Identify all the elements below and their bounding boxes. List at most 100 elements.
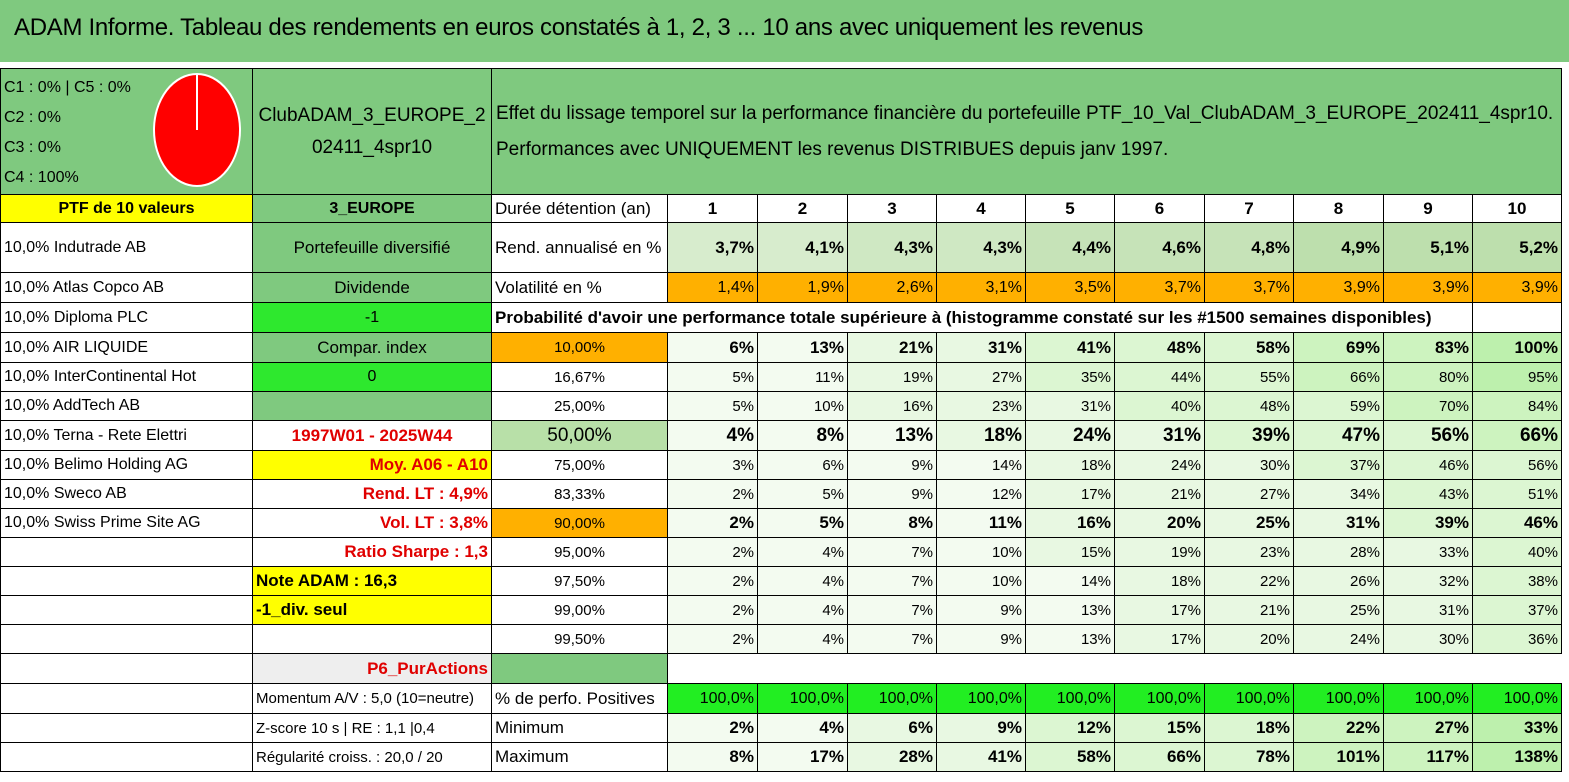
proba-cell: 95% [1472, 362, 1562, 392]
proba-cell: 4% [757, 595, 848, 625]
table-row: 99,50% 2% 4% 7% 9% 13% 17% 20% 24% 30% 36% [0, 624, 1562, 654]
proba-cell: 37% [1472, 595, 1562, 625]
rend-cell: 4,1% [757, 222, 848, 273]
proba-cell: 7% [847, 624, 937, 654]
proba-cell: 6% [667, 332, 758, 363]
proba-cell: 69% [1293, 332, 1384, 363]
proba-cell: 4% [757, 537, 848, 567]
proba-cell: 41% [1025, 332, 1115, 363]
proba-cell: 30% [1204, 450, 1294, 480]
table-row: 10,0% Atlas Copco AB Dividende Volatilité … [0, 272, 1562, 303]
year-header: 5 [1025, 194, 1115, 223]
rend-cell: 4,3% [936, 222, 1026, 273]
table-row: Note ADAM : 16,3 97,50% 2% 4% 7% 10% 14% 18% 22%… [0, 566, 1562, 596]
proba-cell: 4% [757, 566, 848, 596]
proba-cell: 19% [1114, 537, 1205, 567]
proba-cell: 66% [1293, 362, 1384, 392]
proba-cell: 40% [1472, 537, 1562, 567]
proba-cell: 16% [1025, 508, 1115, 538]
proba-cell: 23% [1204, 537, 1294, 567]
proba-cell: 12% [936, 479, 1026, 509]
proba-cell: 66% [1472, 420, 1562, 451]
info-diversified: Portefeuille diversifié [252, 222, 492, 273]
pie-line: C2 : 0% [4, 109, 61, 126]
proba-cell: 11% [757, 362, 848, 392]
positives-cell: 100,0% [757, 683, 848, 714]
table-row: 10,0% Diploma PLC -1 Probabilité d'avoir u… [0, 302, 1562, 333]
table-row: Régularité croiss. : 20,0 / 20 Maximum 8% 1… [0, 742, 1562, 772]
proba-cell: 27% [936, 362, 1026, 392]
proba-cell: 80% [1383, 362, 1473, 392]
proba-cell: 14% [1025, 566, 1115, 596]
max-cell: 41% [936, 742, 1026, 772]
pie-line: C4 : 100% [4, 169, 79, 186]
empty-cell [0, 683, 253, 714]
min-cell: 2% [667, 713, 758, 743]
probability-threshold: 90,00% [491, 508, 668, 538]
proba-cell: 10% [936, 537, 1026, 567]
year-header: 4 [936, 194, 1026, 223]
positives-cell: 100,0% [847, 683, 937, 714]
positives-label: % de perfo. Positives [491, 683, 668, 714]
proba-cell: 2% [667, 508, 758, 538]
year-header: 1 [667, 194, 758, 223]
portfolio-name: ClubADAM_3_EUROPE_202411_4spr10 [252, 68, 492, 195]
empty-cell [0, 653, 253, 684]
report-table: C1 : 0% | C5 : 0% C2 : 0% C3 : 0% C4 : 1… [0, 68, 1562, 772]
proba-cell: 39% [1204, 420, 1294, 451]
proba-cell: 33% [1383, 537, 1473, 567]
table-row: -1_div. seul 99,00% 2% 4% 7% 9% 13% 17% 21% 25% 31… [0, 595, 1562, 625]
min-label: Minimum [491, 713, 668, 743]
vol-cell: 3,5% [1025, 272, 1115, 303]
empty-cell [491, 653, 668, 684]
holding-label: 10,0% Sweco AB [0, 479, 253, 509]
proba-cell: 56% [1383, 420, 1473, 451]
empty-cell [1472, 302, 1562, 333]
proba-cell: 21% [1204, 595, 1294, 625]
year-header: 2 [757, 194, 848, 223]
table-row: 10,0% Terna - Rete Elettri 1997W01 - 2025… [0, 420, 1562, 451]
vol-cell: 3,7% [1114, 272, 1205, 303]
proba-cell: 32% [1383, 566, 1473, 596]
proba-cell: 5% [757, 508, 848, 538]
proba-cell: 16% [847, 391, 937, 421]
positives-cell: 100,0% [1383, 683, 1473, 714]
max-cell: 117% [1383, 742, 1473, 772]
ptf-label: PTF de 10 valeurs [0, 194, 253, 223]
info-p6: P6_PurActions [252, 653, 492, 684]
table-row: 10,0% Indutrade AB Portefeuille diversifi… [0, 222, 1562, 273]
dividend-value: -1 [252, 302, 492, 333]
rend-cell: 4,3% [847, 222, 937, 273]
proba-cell: 23% [936, 391, 1026, 421]
vol-cell: 2,6% [847, 272, 937, 303]
proba-cell: 9% [847, 479, 937, 509]
rend-cell: 3,7% [667, 222, 758, 273]
proba-cell: 44% [1114, 362, 1205, 392]
empty-cell [0, 537, 253, 567]
max-cell: 17% [757, 742, 848, 772]
proba-cell: 38% [1472, 566, 1562, 596]
empty-cell [0, 595, 253, 625]
table-row: 10,0% AIR LIQUIDE Compar. index 10,00% 6% 13… [0, 332, 1562, 363]
proba-cell: 2% [667, 479, 758, 509]
table-row: 10,0% Belimo Holding AG Moy. A06 - A10 75,… [0, 450, 1562, 480]
probability-threshold: 50,00% [491, 420, 668, 451]
proba-cell: 8% [757, 420, 848, 451]
pie-line: C3 : 0% [4, 139, 61, 156]
vol-label: Volatilité en % [491, 272, 668, 303]
min-cell: 27% [1383, 713, 1473, 743]
proba-cell: 10% [757, 391, 848, 421]
zone-label: 3_EUROPE [252, 194, 492, 223]
proba-cell: 25% [1204, 508, 1294, 538]
proba-cell: 18% [1025, 450, 1115, 480]
probability-threshold: 75,00% [491, 450, 668, 480]
proba-cell: 58% [1204, 332, 1294, 363]
probability-threshold: 83,33% [491, 479, 668, 509]
min-cell: 22% [1293, 713, 1384, 743]
proba-cell: 21% [847, 332, 937, 363]
info-momentum: Momentum A/V : 5,0 (10=neutre) [252, 683, 492, 714]
holding-label: 10,0% Atlas Copco AB [0, 272, 253, 303]
proba-cell: 9% [936, 595, 1026, 625]
min-cell: 6% [847, 713, 937, 743]
proba-cell: 17% [1025, 479, 1115, 509]
